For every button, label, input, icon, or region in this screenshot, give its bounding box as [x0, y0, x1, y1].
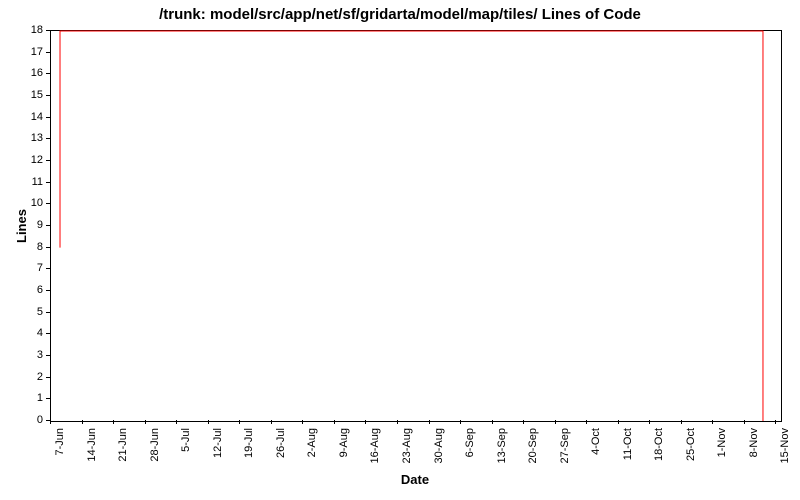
x-tick-mark	[523, 420, 524, 424]
y-tick-mark	[46, 182, 50, 183]
x-tick-mark	[82, 420, 83, 424]
y-tick-mark	[46, 225, 50, 226]
x-tick-mark	[113, 420, 114, 424]
y-tick-mark	[46, 117, 50, 118]
y-tick-mark	[46, 52, 50, 53]
x-tick-label: 2-Aug	[306, 428, 318, 457]
x-tick-label: 1-Nov	[716, 428, 728, 457]
y-tick-mark	[46, 138, 50, 139]
x-tick-label: 26-Jul	[275, 428, 287, 458]
x-tick-mark	[365, 420, 366, 424]
y-tick-label: 11	[32, 176, 43, 188]
x-axis-label: Date	[50, 472, 780, 487]
x-tick-label: 4-Oct	[590, 428, 602, 455]
y-tick-label: 7	[37, 262, 43, 274]
y-tick-label: 15	[31, 89, 43, 101]
y-tick-mark	[46, 160, 50, 161]
y-tick-label: 1	[37, 392, 43, 404]
x-tick-mark	[208, 420, 209, 424]
x-tick-mark	[176, 420, 177, 424]
y-tick-mark	[46, 312, 50, 313]
x-tick-mark	[429, 420, 430, 424]
x-tick-mark	[555, 420, 556, 424]
y-tick-label: 12	[31, 154, 43, 166]
y-tick-mark	[46, 398, 50, 399]
x-tick-label: 15-Nov	[779, 428, 791, 463]
y-tick-mark	[46, 290, 50, 291]
y-tick-label: 6	[37, 284, 43, 296]
x-tick-label: 6-Sep	[464, 428, 476, 457]
x-tick-mark	[649, 420, 650, 424]
plot-area	[50, 30, 782, 422]
x-tick-mark	[239, 420, 240, 424]
line-plot	[51, 31, 781, 421]
x-tick-label: 30-Aug	[433, 428, 445, 463]
x-tick-mark	[775, 420, 776, 424]
y-tick-label: 2	[37, 371, 43, 383]
y-axis-label: Lines	[14, 209, 29, 243]
chart-title: /trunk: model/src/app/net/sf/gridarta/mo…	[0, 6, 800, 23]
y-tick-mark	[46, 203, 50, 204]
y-tick-label: 5	[37, 306, 43, 318]
x-tick-label: 7-Jun	[54, 428, 66, 456]
y-tick-mark	[46, 30, 50, 31]
y-tick-label: 16	[31, 67, 43, 79]
x-tick-mark	[271, 420, 272, 424]
x-tick-label: 27-Sep	[559, 428, 571, 463]
x-tick-mark	[744, 420, 745, 424]
y-tick-mark	[46, 355, 50, 356]
y-tick-mark	[46, 73, 50, 74]
y-tick-label: 3	[37, 349, 43, 361]
y-tick-mark	[46, 268, 50, 269]
x-tick-label: 12-Jul	[212, 428, 224, 458]
y-tick-label: 4	[37, 327, 43, 339]
x-tick-label: 25-Oct	[685, 428, 697, 461]
x-tick-label: 5-Jul	[180, 428, 192, 452]
y-tick-label: 14	[31, 111, 43, 123]
y-tick-label: 18	[31, 24, 43, 36]
y-tick-label: 8	[37, 241, 43, 253]
data-line	[60, 31, 763, 421]
x-tick-mark	[492, 420, 493, 424]
y-tick-label: 9	[37, 219, 43, 231]
y-tick-mark	[46, 377, 50, 378]
x-tick-label: 9-Aug	[338, 428, 350, 457]
y-tick-mark	[46, 95, 50, 96]
x-tick-mark	[145, 420, 146, 424]
y-tick-mark	[46, 333, 50, 334]
x-tick-label: 20-Sep	[527, 428, 539, 463]
x-tick-label: 28-Jun	[149, 428, 161, 462]
x-tick-label: 21-Jun	[117, 428, 129, 462]
x-tick-label: 8-Nov	[748, 428, 760, 457]
y-tick-label: 0	[37, 414, 43, 426]
x-tick-mark	[586, 420, 587, 424]
y-tick-label: 17	[31, 46, 43, 58]
y-tick-label: 13	[31, 132, 43, 144]
y-tick-label: 10	[31, 197, 43, 209]
y-tick-mark	[46, 247, 50, 248]
x-tick-mark	[681, 420, 682, 424]
x-tick-mark	[50, 420, 51, 424]
x-tick-label: 23-Aug	[401, 428, 413, 463]
x-tick-label: 18-Oct	[653, 428, 665, 461]
x-tick-mark	[618, 420, 619, 424]
loc-chart: /trunk: model/src/app/net/sf/gridarta/mo…	[0, 0, 800, 500]
x-tick-mark	[302, 420, 303, 424]
x-tick-mark	[460, 420, 461, 424]
x-tick-mark	[397, 420, 398, 424]
x-tick-label: 11-Oct	[622, 428, 634, 460]
x-tick-label: 19-Jul	[243, 428, 255, 458]
x-tick-label: 16-Aug	[369, 428, 381, 463]
x-tick-mark	[334, 420, 335, 424]
x-tick-label: 14-Jun	[86, 428, 98, 462]
x-tick-mark	[712, 420, 713, 424]
x-tick-label: 13-Sep	[496, 428, 508, 463]
